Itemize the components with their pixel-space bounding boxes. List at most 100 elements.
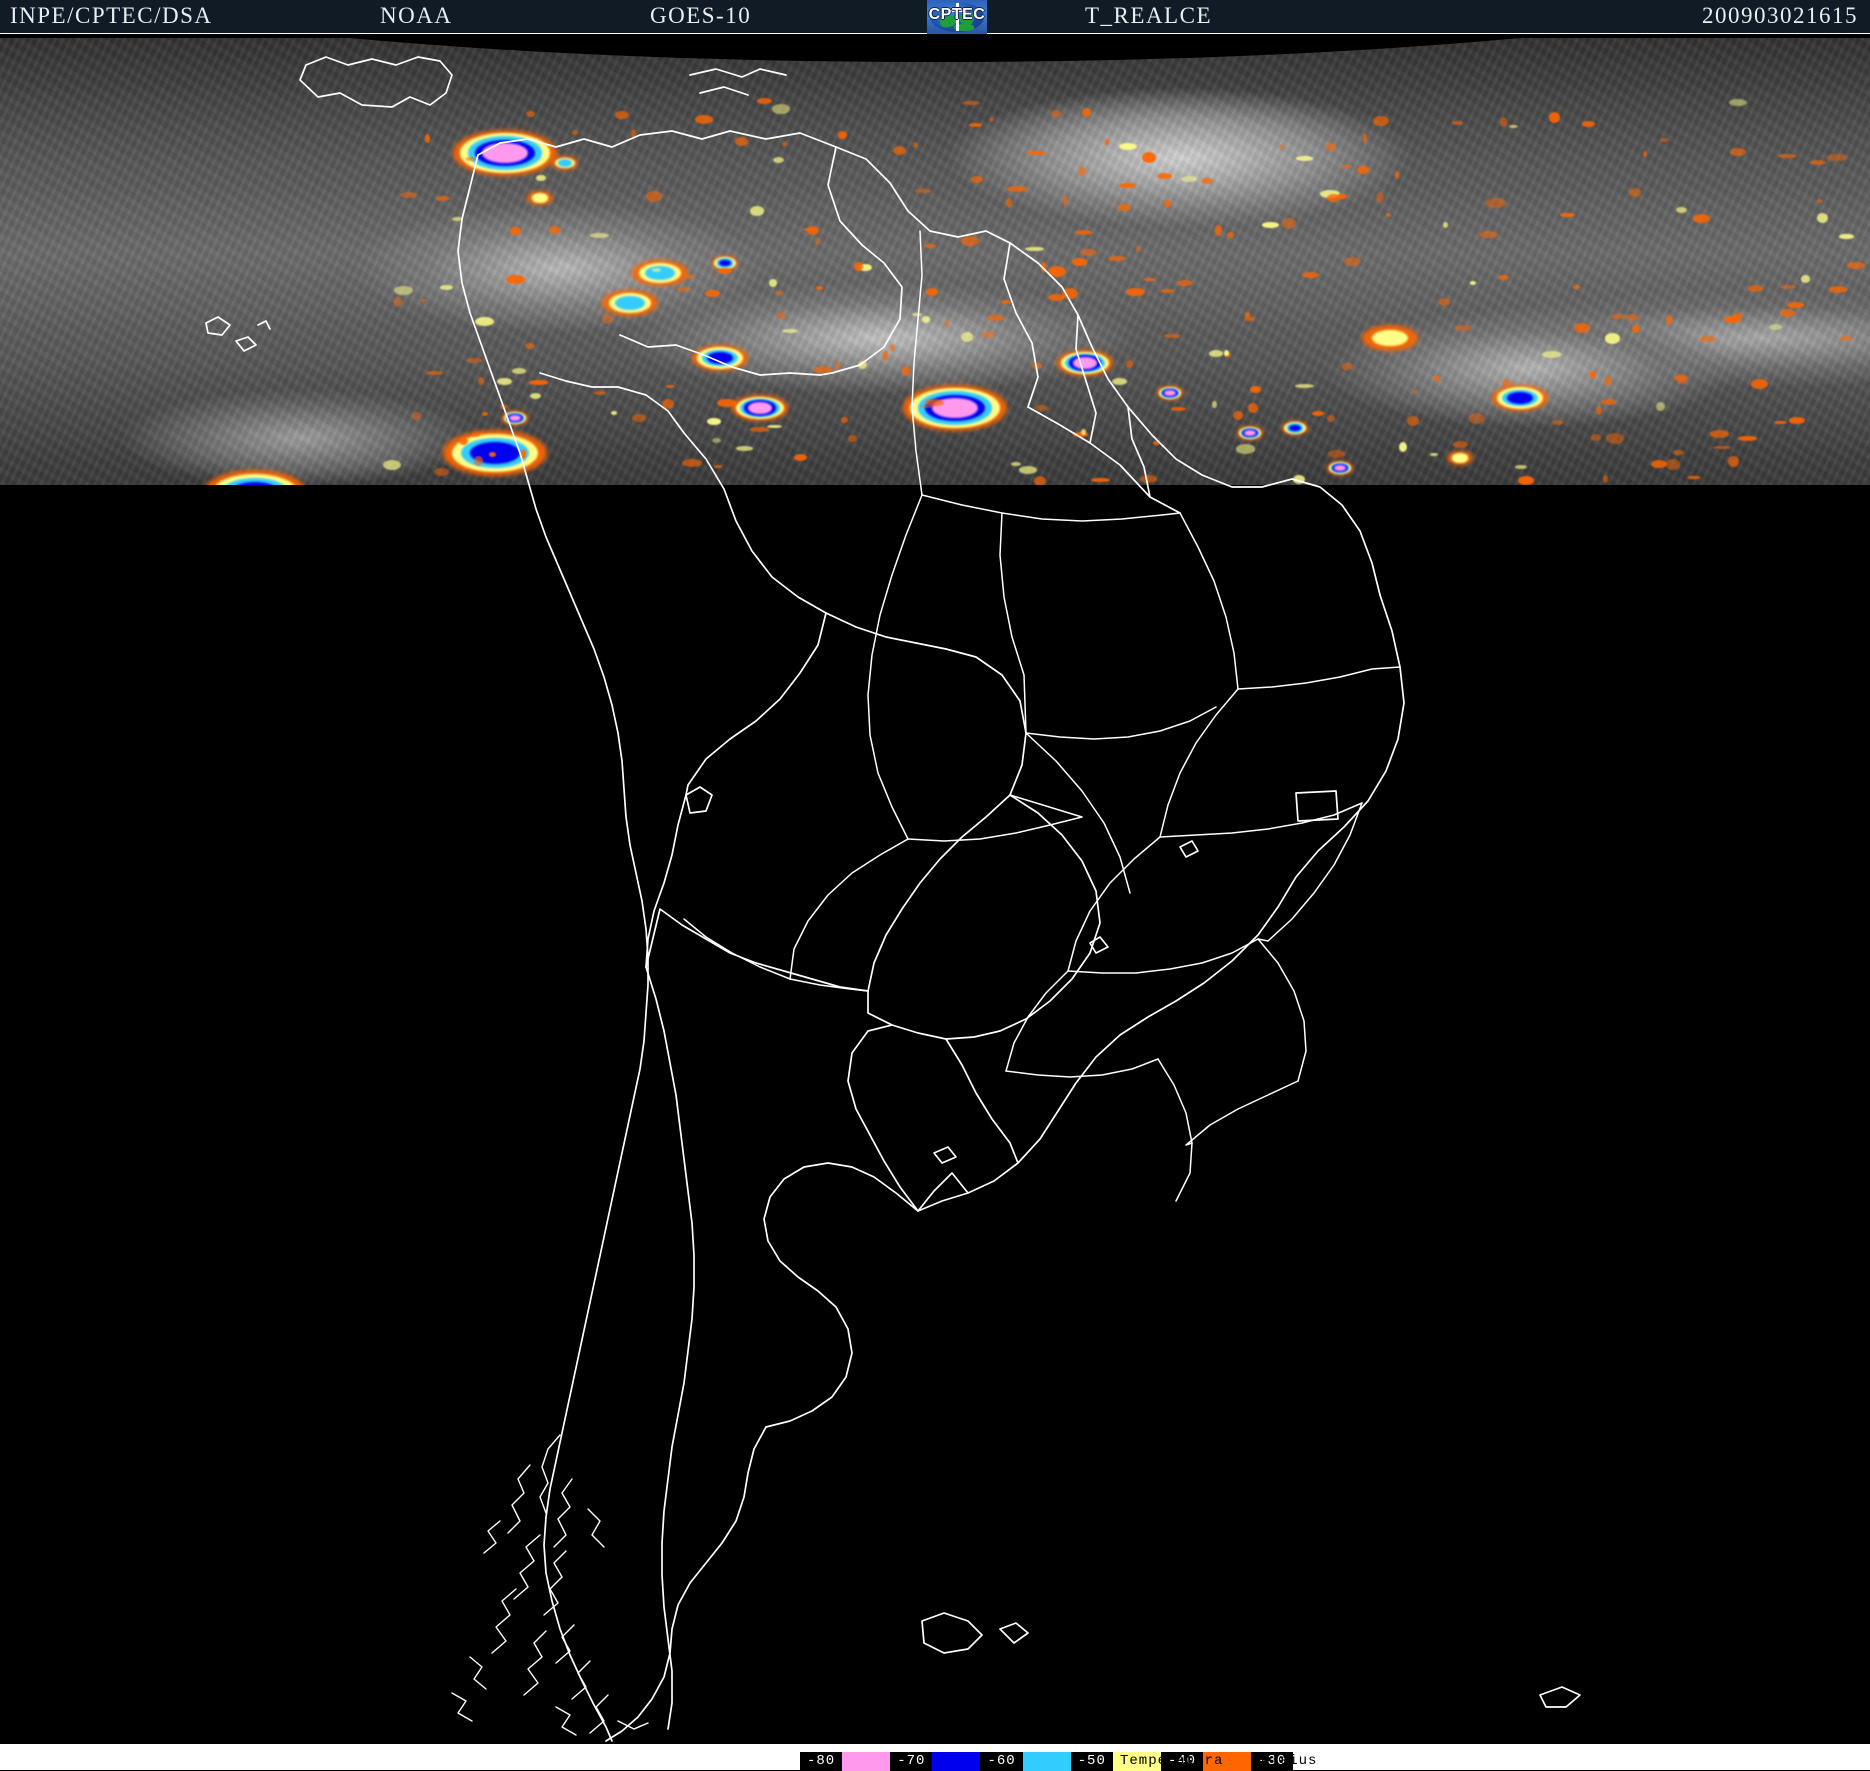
cloud-speckle xyxy=(1104,139,1109,145)
cloud-cell--70c xyxy=(747,402,773,414)
cloud-speckle xyxy=(836,360,841,370)
cloud-speckle xyxy=(857,360,867,370)
cloud-cell--70c xyxy=(1164,389,1176,397)
cloud-speckle xyxy=(923,244,937,249)
cloud-speckle xyxy=(735,445,753,452)
cloud-speckle xyxy=(914,189,933,194)
coastline-galapagos xyxy=(205,316,231,336)
cloud-speckle xyxy=(452,216,464,222)
cloud-speckle xyxy=(924,399,945,406)
cloud-speckle xyxy=(716,398,737,408)
cloud-speckle xyxy=(1698,335,1716,342)
satellite-scan-swath xyxy=(0,38,1870,485)
legend-swatch-1 xyxy=(932,1752,981,1771)
cloud-speckle xyxy=(1081,107,1091,117)
cloud-speckle xyxy=(1244,311,1251,318)
cloud-speckle xyxy=(1839,233,1854,240)
legend-tick-minus60: -60 xyxy=(980,1752,1023,1771)
cloud-speckle xyxy=(1502,379,1511,388)
cloud-cell--50c xyxy=(558,159,572,167)
cloud-speckle xyxy=(771,104,790,115)
cloud-speckle xyxy=(1011,462,1021,466)
cloud-speckle xyxy=(912,142,918,149)
cloud-speckle xyxy=(1111,378,1127,386)
cloud-speckle xyxy=(1574,323,1590,333)
cloud-speckle xyxy=(1080,248,1097,257)
cloud-speckle xyxy=(382,459,401,470)
cloud-speckle xyxy=(921,315,930,323)
political-boundary-overlay xyxy=(205,56,1581,1742)
cloud-speckle xyxy=(815,286,824,291)
border-argentina-uruguay xyxy=(847,1024,919,1212)
legend-tick-minus40: -40 xyxy=(1160,1752,1204,1771)
cloud-speckle xyxy=(1677,380,1687,385)
coastline-north-south-america xyxy=(477,130,1381,596)
cloud-speckle xyxy=(1041,262,1046,272)
coastline-argentina-atlantic xyxy=(605,1426,767,1742)
cloud-speckle xyxy=(1787,302,1804,308)
cloud-speckle xyxy=(986,314,1005,321)
cloud-speckle xyxy=(1235,444,1256,454)
cptec-logo-text: CPTEC xyxy=(928,6,986,23)
cloud-speckle xyxy=(536,174,546,182)
cloud-speckle xyxy=(1250,385,1261,393)
cloud-speckle xyxy=(1429,452,1438,457)
cloud-speckle xyxy=(1728,99,1747,107)
cloud-speckle xyxy=(1212,400,1217,408)
cloud-speckle xyxy=(681,459,702,467)
cloud-speckle xyxy=(1591,434,1601,442)
cloud-speckle xyxy=(712,438,721,444)
cloud-speckle xyxy=(1779,285,1796,290)
cloud-speckle xyxy=(1828,285,1848,293)
cloud-cell--40c xyxy=(1371,329,1409,347)
cloud-speckle xyxy=(1600,398,1616,406)
cloud-speckle xyxy=(781,328,799,333)
cloud-speckle xyxy=(848,434,857,442)
cloud-speckle xyxy=(1486,198,1507,208)
lake-interior-1 xyxy=(1179,840,1199,858)
cloud-speckle xyxy=(1025,247,1045,251)
cloud-speckle xyxy=(645,191,663,203)
cloud-speckle xyxy=(1071,257,1087,267)
cloud-speckle xyxy=(1208,350,1223,357)
cloud-speckle xyxy=(1135,245,1141,253)
cloud-speckle xyxy=(1034,405,1049,412)
cloud-speckle xyxy=(473,456,483,466)
cloud-speckle xyxy=(1676,207,1688,213)
coastline-chilean-fjords xyxy=(451,1434,649,1736)
lake-interior-2 xyxy=(933,1146,957,1164)
cloud-speckle xyxy=(774,291,784,296)
cloud-speckle xyxy=(1141,152,1156,163)
cloud-speckle xyxy=(750,427,769,432)
cloud-speckle xyxy=(1018,465,1037,474)
cloud-speckle xyxy=(1498,275,1510,281)
cloud-speckle xyxy=(1372,115,1390,127)
cloud-cell--60c xyxy=(1288,424,1302,432)
cloud-speckle xyxy=(1047,293,1065,302)
cloud-speckle xyxy=(919,404,934,409)
cloud-speckle xyxy=(1156,172,1172,179)
legend-tick-minus80: -80 xyxy=(800,1752,843,1771)
cloud-speckle xyxy=(505,275,525,284)
cloud-speckle xyxy=(632,414,646,423)
cloud-speckle xyxy=(1686,475,1702,480)
cloud-speckle xyxy=(1479,230,1498,238)
cloud-speckle xyxy=(661,398,675,410)
border-bolivia-brazil xyxy=(825,612,1027,796)
cloud-speckle xyxy=(1073,431,1089,438)
cloud-speckle xyxy=(471,432,480,437)
cloud-speckle xyxy=(838,131,847,139)
cloud-speckle xyxy=(615,111,629,120)
cloud-speckle xyxy=(1311,410,1325,416)
cloud-speckle xyxy=(475,316,495,327)
cloud-speckle xyxy=(713,465,723,469)
cloud-speckle xyxy=(393,296,403,307)
header-satellite-label: GOES-10 xyxy=(650,3,752,28)
cloud-speckle xyxy=(1394,171,1399,180)
border-paraguay-brazil xyxy=(945,794,1101,1040)
cloud-speckle xyxy=(1433,375,1441,382)
cloud-speckle xyxy=(1163,334,1180,338)
cloud-speckle xyxy=(1673,449,1684,456)
cloud-speckle xyxy=(892,146,906,156)
cloud-speckle xyxy=(1469,281,1477,286)
